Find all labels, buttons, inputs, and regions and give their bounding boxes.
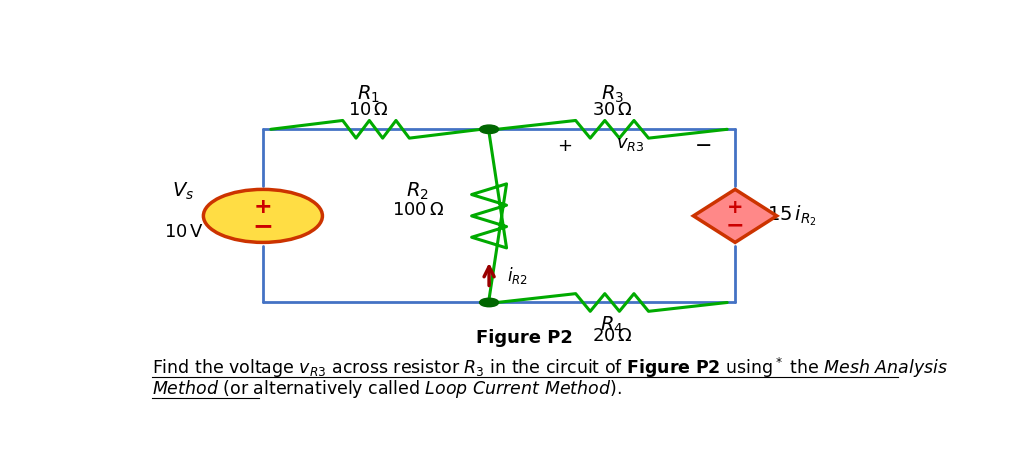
Text: $30\,\Omega$: $30\,\Omega$ bbox=[592, 101, 633, 119]
Text: $R_1$: $R_1$ bbox=[356, 83, 380, 105]
Text: $R_4$: $R_4$ bbox=[600, 315, 624, 336]
Text: +: + bbox=[727, 197, 743, 217]
Text: $V_s$: $V_s$ bbox=[172, 180, 195, 202]
Text: $R_3$: $R_3$ bbox=[600, 83, 624, 105]
Text: $\mathit{Method}$ (or alternatively called $\mathit{Loop\ Current\ Method}$).: $\mathit{Method}$ (or alternatively call… bbox=[152, 378, 622, 400]
Text: $10\,\Omega$: $10\,\Omega$ bbox=[348, 101, 388, 119]
Polygon shape bbox=[693, 190, 777, 242]
Circle shape bbox=[479, 125, 499, 134]
Text: $R_2$: $R_2$ bbox=[407, 180, 429, 202]
Text: Find the voltage $v_{R3}$ across resistor $R_3$ in the circuit of $\mathbf{Figur: Find the voltage $v_{R3}$ across resisto… bbox=[152, 356, 948, 380]
Text: −: − bbox=[726, 216, 744, 236]
Text: +: + bbox=[254, 197, 272, 217]
Circle shape bbox=[479, 298, 499, 307]
Text: +: + bbox=[557, 137, 572, 155]
Text: $i_{R2}$: $i_{R2}$ bbox=[507, 265, 527, 286]
Text: $10\,\mathrm{V}$: $10\,\mathrm{V}$ bbox=[164, 223, 204, 241]
Text: Figure P2: Figure P2 bbox=[476, 329, 573, 347]
Text: $100\,\Omega$: $100\,\Omega$ bbox=[391, 202, 443, 219]
Text: $20\,\Omega$: $20\,\Omega$ bbox=[592, 326, 633, 345]
Text: $v_{R3}$: $v_{R3}$ bbox=[616, 135, 644, 153]
Circle shape bbox=[204, 190, 323, 242]
Text: −: − bbox=[694, 136, 712, 156]
Text: −: − bbox=[252, 214, 273, 238]
Text: $15\,i_{R_2}$: $15\,i_{R_2}$ bbox=[767, 204, 817, 228]
